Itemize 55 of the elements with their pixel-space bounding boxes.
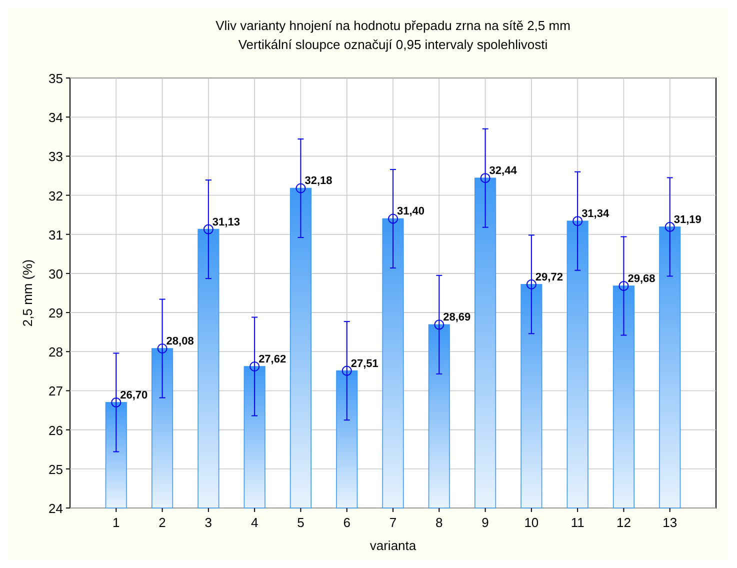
x-tick-label: 6 bbox=[343, 515, 350, 530]
data-label: 27,62 bbox=[258, 353, 286, 366]
y-tick-label: 28 bbox=[48, 344, 63, 360]
x-tick-label: 12 bbox=[616, 515, 631, 530]
data-label: 28,69 bbox=[443, 312, 471, 324]
data-label: 32,44 bbox=[489, 165, 518, 178]
point bbox=[664, 222, 675, 232]
data-label: 27,51 bbox=[350, 358, 378, 370]
point bbox=[203, 224, 214, 234]
x-tick-label: 13 bbox=[662, 515, 678, 530]
point bbox=[572, 216, 583, 226]
data-label: 29,68 bbox=[628, 272, 656, 285]
data-label: 31,40 bbox=[397, 206, 425, 218]
chart-subtitle: Vertikální sloupce označují 0,95 intervaly spolehlivosti bbox=[238, 37, 548, 52]
y-tick-label: 31 bbox=[48, 227, 63, 242]
y-tick-label: 25 bbox=[48, 462, 63, 477]
y-tick-label: 29 bbox=[48, 306, 63, 321]
point bbox=[388, 214, 398, 224]
x-tick-label: 8 bbox=[436, 515, 443, 530]
data-label: 29,72 bbox=[535, 271, 563, 284]
y-tick-label: 26 bbox=[48, 422, 63, 438]
y-tick-label: 35 bbox=[48, 71, 63, 86]
data-label: 28,08 bbox=[166, 336, 194, 348]
data-label: 31,13 bbox=[212, 216, 240, 228]
y-tick-label: 24 bbox=[48, 501, 63, 516]
y-tick-label: 30 bbox=[48, 266, 63, 282]
point bbox=[342, 366, 352, 376]
data-label: 31,19 bbox=[674, 214, 702, 226]
x-tick-label: 2 bbox=[158, 515, 166, 530]
x-tick-label: 7 bbox=[389, 515, 397, 530]
x-tick-label: 3 bbox=[204, 515, 212, 530]
data-label: 31,34 bbox=[582, 208, 610, 220]
y-tick-label: 32 bbox=[48, 188, 63, 204]
data-label: 32,18 bbox=[304, 175, 332, 188]
point bbox=[157, 344, 168, 354]
point bbox=[480, 173, 490, 184]
x-tick-label: 11 bbox=[570, 515, 584, 530]
x-tick-label: 10 bbox=[524, 515, 539, 530]
point bbox=[250, 361, 260, 372]
x-tick-label: 1 bbox=[112, 515, 120, 530]
y-tick-label: 27 bbox=[48, 384, 63, 399]
chart-title: Vliv varianty hnojení na hodnotu přepadu zrna na sítě 2,5 mm bbox=[216, 18, 570, 33]
point bbox=[296, 183, 306, 194]
point bbox=[434, 320, 444, 330]
y-tick-label: 34 bbox=[48, 110, 63, 126]
y-axis-title: 2,5 mm (%) bbox=[20, 259, 35, 327]
point bbox=[111, 397, 122, 408]
x-tick-label: 4 bbox=[250, 515, 258, 530]
point bbox=[526, 279, 536, 290]
x-tick-label: 5 bbox=[297, 515, 304, 530]
x-axis-title: varianta bbox=[370, 538, 417, 553]
data-label: 26,70 bbox=[120, 389, 148, 402]
x-tick-label: 9 bbox=[482, 515, 489, 530]
point bbox=[618, 280, 629, 291]
y-tick-label: 33 bbox=[48, 149, 63, 164]
